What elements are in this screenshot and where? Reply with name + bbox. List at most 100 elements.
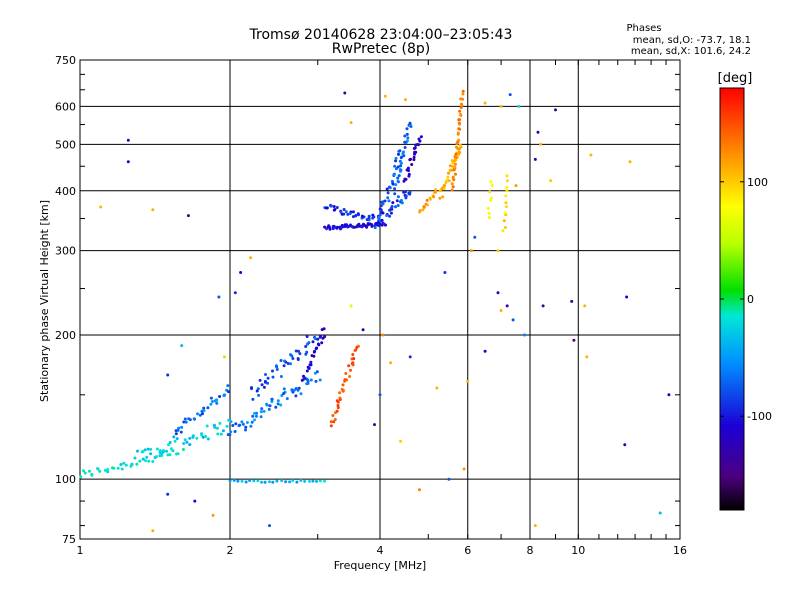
data-point	[275, 479, 279, 483]
data-point	[193, 499, 197, 503]
data-point	[280, 394, 284, 397]
data-point	[141, 450, 145, 453]
data-point	[336, 406, 340, 410]
data-point	[216, 432, 220, 436]
data-point	[454, 152, 458, 156]
data-point	[374, 223, 378, 227]
data-point	[396, 165, 400, 169]
data-point	[226, 384, 230, 388]
data-point	[457, 121, 461, 125]
data-point	[412, 158, 416, 162]
data-point	[187, 417, 191, 421]
data-point	[234, 422, 238, 426]
data-point	[296, 358, 300, 361]
colorbar-tick-label: -100	[747, 410, 772, 423]
data-point	[408, 121, 412, 125]
data-point	[227, 418, 231, 422]
data-point	[387, 185, 391, 189]
data-point	[405, 139, 409, 143]
y-axis-label: Stationary phase Virtual Height [km]	[38, 200, 51, 402]
data-point	[79, 475, 83, 479]
data-point	[346, 212, 350, 216]
data-point	[499, 309, 503, 312]
data-point	[425, 198, 429, 202]
data-point	[385, 187, 389, 191]
data-point	[165, 449, 168, 453]
data-point	[289, 353, 292, 357]
data-point	[338, 391, 342, 395]
data-point	[435, 386, 439, 390]
data-point	[146, 447, 150, 451]
data-point	[505, 205, 508, 209]
data-point	[434, 188, 438, 192]
data-point	[262, 385, 266, 389]
data-point	[186, 214, 190, 218]
data-point	[306, 382, 310, 385]
data-point	[351, 363, 355, 367]
data-point	[294, 349, 298, 353]
data-point	[347, 364, 351, 368]
data-point	[202, 409, 206, 413]
data-point	[251, 414, 255, 418]
data-point	[282, 392, 286, 395]
data-point	[309, 360, 313, 364]
data-point	[295, 480, 299, 484]
data-point	[195, 436, 199, 440]
data-point	[447, 179, 451, 183]
data-point	[406, 166, 410, 170]
y-tick-label: 500	[55, 138, 76, 151]
data-point	[177, 426, 181, 430]
data-point	[271, 375, 275, 379]
data-point	[268, 404, 272, 408]
data-point	[490, 183, 494, 187]
data-point	[206, 406, 210, 410]
data-point	[404, 194, 408, 198]
data-point	[262, 409, 266, 413]
data-point	[367, 218, 371, 222]
data-point	[268, 480, 271, 484]
data-point	[625, 295, 629, 299]
data-point	[260, 407, 264, 411]
data-point	[202, 406, 206, 410]
data-point	[232, 478, 236, 482]
data-point	[454, 145, 458, 149]
data-point	[549, 179, 553, 183]
data-point	[180, 425, 184, 429]
x-tick-label: 16	[673, 544, 687, 557]
data-point	[188, 443, 192, 447]
data-point	[171, 449, 175, 453]
data-point	[418, 210, 422, 214]
data-point	[126, 160, 130, 164]
data-point	[294, 394, 298, 398]
data-point	[459, 97, 463, 101]
data-point	[318, 479, 322, 483]
data-point	[253, 418, 256, 422]
data-point	[182, 420, 186, 424]
data-point	[167, 443, 170, 447]
data-point	[419, 135, 423, 139]
data-point	[303, 376, 306, 380]
data-point	[554, 108, 557, 112]
data-point	[443, 184, 446, 187]
data-point	[406, 136, 410, 140]
data-point	[384, 223, 387, 227]
data-point	[356, 344, 360, 348]
data-point	[282, 364, 286, 368]
data-point	[183, 438, 187, 442]
data-point	[381, 211, 385, 215]
data-point	[314, 379, 318, 383]
y-tick-label: 100	[55, 473, 76, 486]
data-point	[447, 171, 450, 175]
data-point	[221, 429, 225, 433]
data-point	[396, 195, 400, 199]
data-point	[305, 369, 309, 373]
data-point	[393, 164, 397, 168]
data-point	[122, 461, 126, 465]
data-point	[394, 156, 398, 160]
data-point	[254, 414, 258, 418]
data-point	[344, 210, 348, 214]
data-point	[263, 480, 267, 484]
data-point	[379, 204, 383, 208]
y-tick-label: 200	[55, 329, 76, 342]
